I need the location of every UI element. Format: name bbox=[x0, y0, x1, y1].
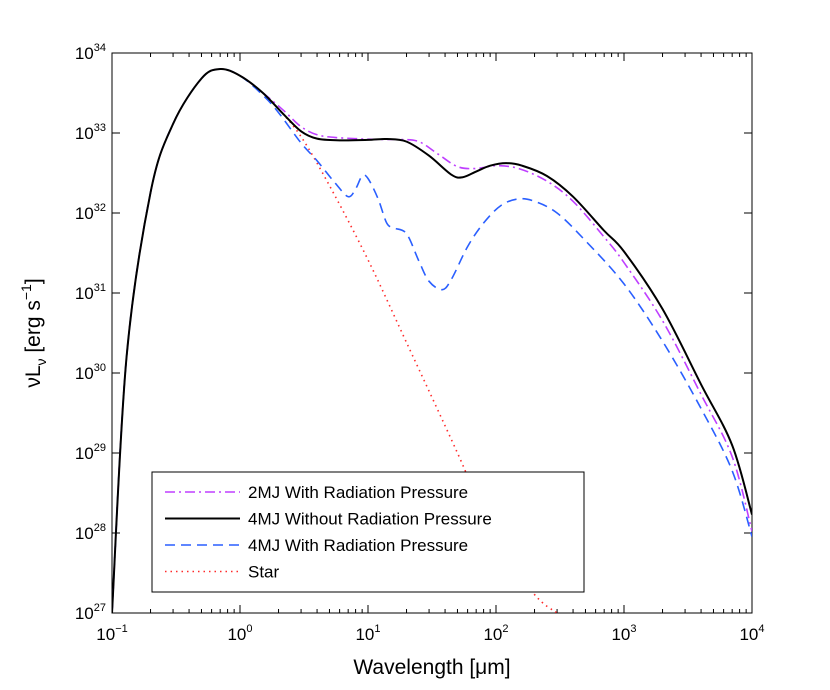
legend-label: 2MJ With Radiation Pressure bbox=[248, 483, 468, 502]
y-tick-label: 1031 bbox=[75, 282, 106, 303]
x-axis-label: Wavelength [μm] bbox=[353, 656, 510, 679]
legend-label: 4MJ With Radiation Pressure bbox=[248, 536, 468, 555]
y-axis-label: νLν [erg s−1] bbox=[18, 278, 49, 387]
y-tick-label: 1028 bbox=[75, 522, 106, 543]
y-tick-label: 1030 bbox=[75, 362, 106, 383]
x-tick-label: 10−1 bbox=[96, 623, 127, 644]
y-tick-label: 1033 bbox=[75, 122, 106, 143]
x-tick-label: 102 bbox=[483, 623, 508, 644]
x-tick-label: 103 bbox=[611, 623, 636, 644]
axis-labels: Wavelength [μm] νLν [erg s−1] bbox=[18, 278, 511, 679]
series-line-4mj-without-radiation-pressure bbox=[112, 68, 752, 613]
x-tick-label: 104 bbox=[739, 623, 764, 644]
legend-label: 4MJ Without Radiation Pressure bbox=[248, 510, 492, 529]
y-tick-label: 1027 bbox=[75, 602, 106, 623]
x-tick-label: 100 bbox=[227, 623, 252, 644]
y-tick-label: 1034 bbox=[75, 42, 106, 63]
legend: 2MJ With Radiation Pressure 4MJ Without R… bbox=[151, 471, 585, 593]
tick-labels: 10−1 100 101 102 103 104 1027 1028 1029 1030 1031 1… bbox=[75, 42, 765, 644]
legend-box bbox=[151, 471, 585, 593]
y-tick-label: 1032 bbox=[75, 202, 106, 223]
x-tick-label: 101 bbox=[355, 623, 380, 644]
legend-label: Star bbox=[248, 563, 280, 582]
y-tick-label: 1029 bbox=[75, 442, 106, 463]
series-lines bbox=[112, 68, 752, 613]
